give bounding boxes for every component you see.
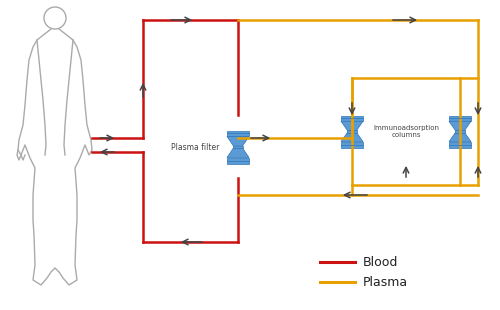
- Polygon shape: [234, 146, 242, 148]
- Text: Plasma: Plasma: [363, 276, 408, 289]
- Polygon shape: [227, 131, 249, 136]
- Polygon shape: [341, 116, 363, 121]
- Text: Immunoadsorption
columns: Immunoadsorption columns: [373, 125, 439, 138]
- Polygon shape: [449, 132, 471, 142]
- Polygon shape: [341, 121, 363, 131]
- Polygon shape: [449, 121, 471, 131]
- Polygon shape: [227, 157, 249, 163]
- Polygon shape: [456, 131, 464, 132]
- Polygon shape: [449, 116, 471, 121]
- Polygon shape: [341, 132, 363, 142]
- Polygon shape: [348, 131, 356, 132]
- Text: Plasma filter: Plasma filter: [171, 143, 219, 152]
- Text: Blood: Blood: [363, 255, 398, 268]
- Polygon shape: [227, 148, 249, 157]
- Polygon shape: [341, 142, 363, 148]
- Polygon shape: [227, 136, 249, 146]
- Polygon shape: [449, 142, 471, 148]
